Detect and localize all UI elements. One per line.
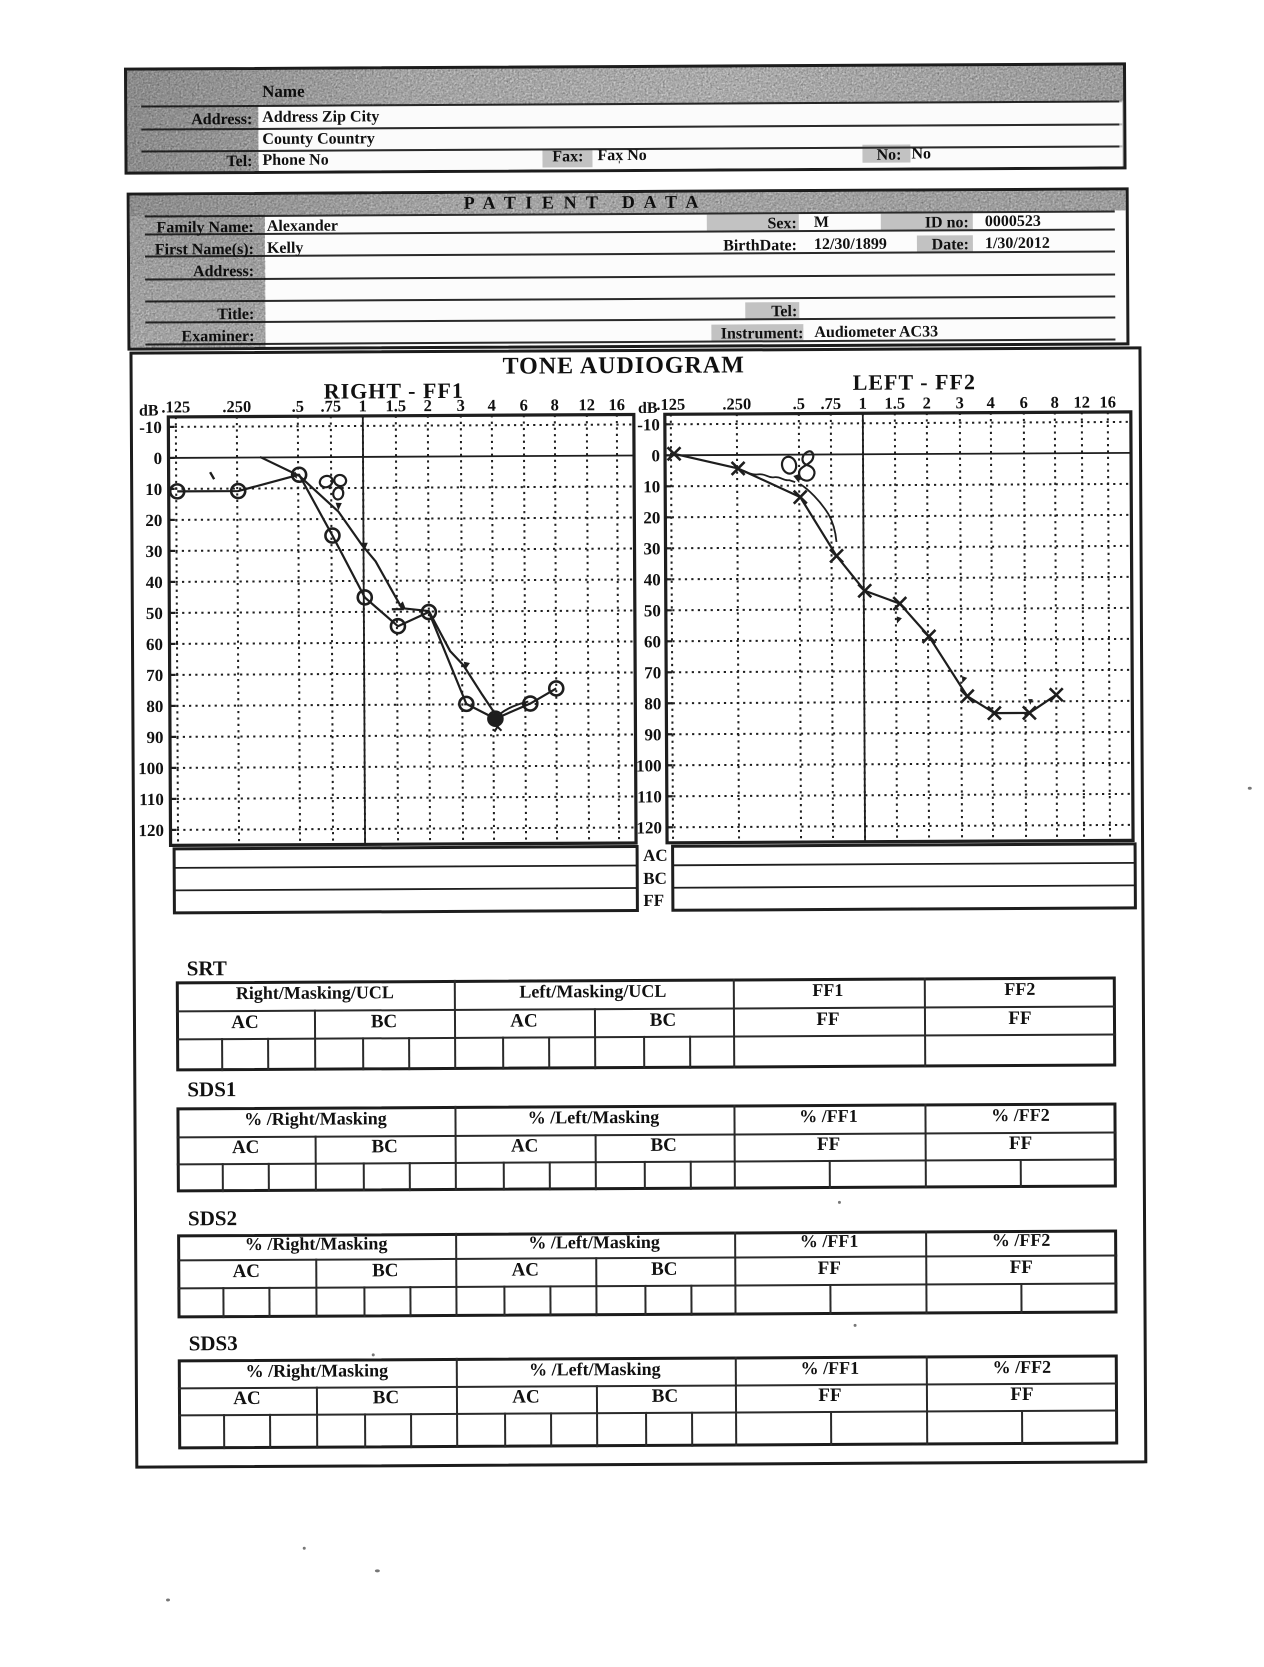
svg-text:.5: .5 xyxy=(793,394,805,413)
svg-text:AC: AC xyxy=(643,846,668,865)
svg-text:16: 16 xyxy=(608,395,625,414)
svg-text:.5: .5 xyxy=(292,397,304,416)
svg-text:1.5: 1.5 xyxy=(884,394,905,413)
svg-text:90: 90 xyxy=(644,725,661,744)
svg-text:.250: .250 xyxy=(722,394,751,413)
svg-text:0: 0 xyxy=(153,449,162,468)
svg-text:60: 60 xyxy=(644,632,661,651)
svg-text:6: 6 xyxy=(1020,393,1028,412)
svg-text:80: 80 xyxy=(146,697,163,716)
svg-text:30: 30 xyxy=(643,539,660,558)
svg-text:.75: .75 xyxy=(820,394,841,413)
svg-text:50: 50 xyxy=(644,601,661,620)
svg-text:1: 1 xyxy=(859,394,867,413)
svg-text:60: 60 xyxy=(146,635,163,654)
svg-text:8: 8 xyxy=(551,395,559,414)
svg-text:16: 16 xyxy=(1099,392,1116,411)
svg-text:12: 12 xyxy=(578,395,595,414)
svg-text:100: 100 xyxy=(636,756,662,775)
svg-text:3: 3 xyxy=(956,393,964,412)
svg-text:10: 10 xyxy=(643,477,660,496)
svg-text:.125: .125 xyxy=(161,397,190,416)
svg-text:dB: dB xyxy=(139,402,159,419)
svg-text:40: 40 xyxy=(644,570,661,589)
svg-text:110: 110 xyxy=(637,787,662,806)
svg-text:8: 8 xyxy=(1051,393,1059,412)
svg-text:.75: .75 xyxy=(320,397,341,416)
svg-text:FF: FF xyxy=(643,891,664,910)
svg-text:BC: BC xyxy=(643,869,667,888)
svg-text:20: 20 xyxy=(145,511,162,530)
svg-text:-10: -10 xyxy=(139,418,162,437)
svg-text:dB: dB xyxy=(638,400,658,417)
svg-text:6: 6 xyxy=(520,396,528,415)
svg-text:3: 3 xyxy=(457,396,465,415)
svg-text:4: 4 xyxy=(488,396,496,415)
svg-text:2: 2 xyxy=(424,396,432,415)
svg-text:0: 0 xyxy=(651,446,660,465)
svg-text:120: 120 xyxy=(636,818,662,837)
svg-text:20: 20 xyxy=(643,508,660,527)
svg-text:110: 110 xyxy=(139,790,164,809)
svg-text:80: 80 xyxy=(644,694,661,713)
svg-text:30: 30 xyxy=(145,542,162,561)
svg-text:1: 1 xyxy=(359,396,367,415)
svg-text:50: 50 xyxy=(146,604,163,623)
svg-text:2: 2 xyxy=(923,393,931,412)
svg-text:70: 70 xyxy=(644,663,661,682)
svg-text:12: 12 xyxy=(1073,393,1090,412)
svg-text:70: 70 xyxy=(146,666,163,685)
svg-text:4: 4 xyxy=(987,393,995,412)
svg-text:-10: -10 xyxy=(637,415,660,434)
svg-text:.125: .125 xyxy=(656,395,685,414)
svg-text:120: 120 xyxy=(138,821,164,840)
svg-text:.250: .250 xyxy=(222,397,251,416)
svg-text:90: 90 xyxy=(146,728,163,747)
svg-text:1.5: 1.5 xyxy=(385,396,406,415)
svg-text:100: 100 xyxy=(138,759,164,778)
svg-text:40: 40 xyxy=(146,573,163,592)
svg-text:10: 10 xyxy=(145,480,162,499)
